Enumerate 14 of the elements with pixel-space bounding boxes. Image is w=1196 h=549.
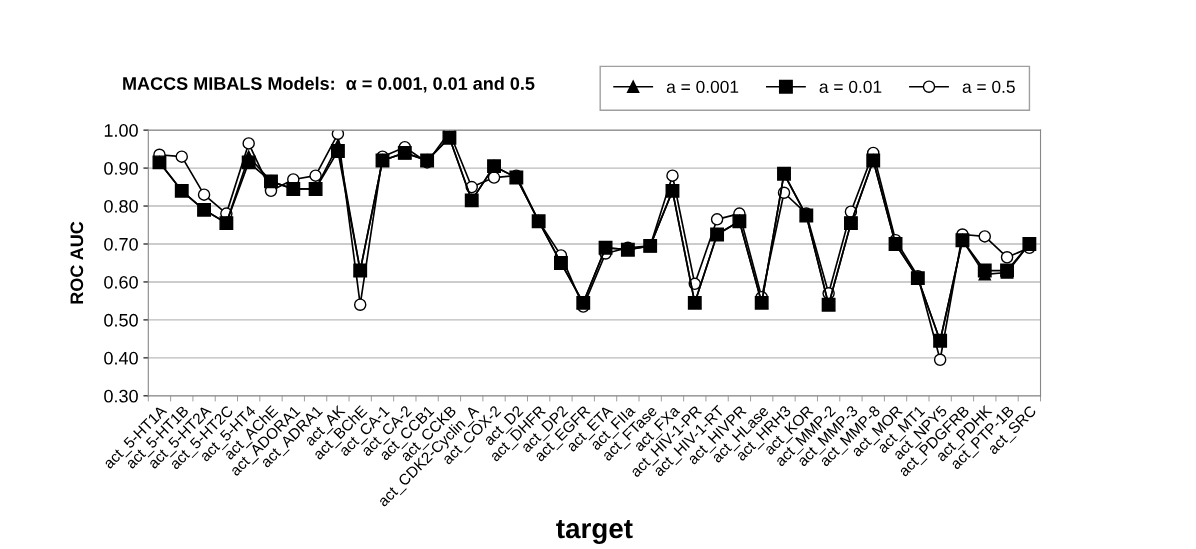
y-axis-title: ROC AUC bbox=[70, 221, 84, 304]
y-tick-label: 0.50 bbox=[104, 313, 138, 327]
y-tick-label: 0.80 bbox=[104, 199, 138, 213]
y-tick-label: 0.60 bbox=[104, 275, 138, 289]
y-tick-label: 1.00 bbox=[104, 124, 138, 137]
y-tick-label: 0.40 bbox=[104, 351, 138, 365]
legend-label: a = 0.01 bbox=[819, 80, 882, 93]
y-tick-label: 0.70 bbox=[104, 237, 138, 251]
y-tick-label: 0.90 bbox=[104, 162, 138, 175]
x-axis-title: target bbox=[556, 519, 633, 544]
legend-label: a = 0.5 bbox=[962, 80, 1015, 93]
chart-title: MACCS MIBALS Models: α = 0.001, 0.01 and 0.5 bbox=[123, 76, 535, 93]
y-tick-label: 0.30 bbox=[104, 389, 138, 403]
legend-label: a = 0.001 bbox=[666, 80, 739, 93]
